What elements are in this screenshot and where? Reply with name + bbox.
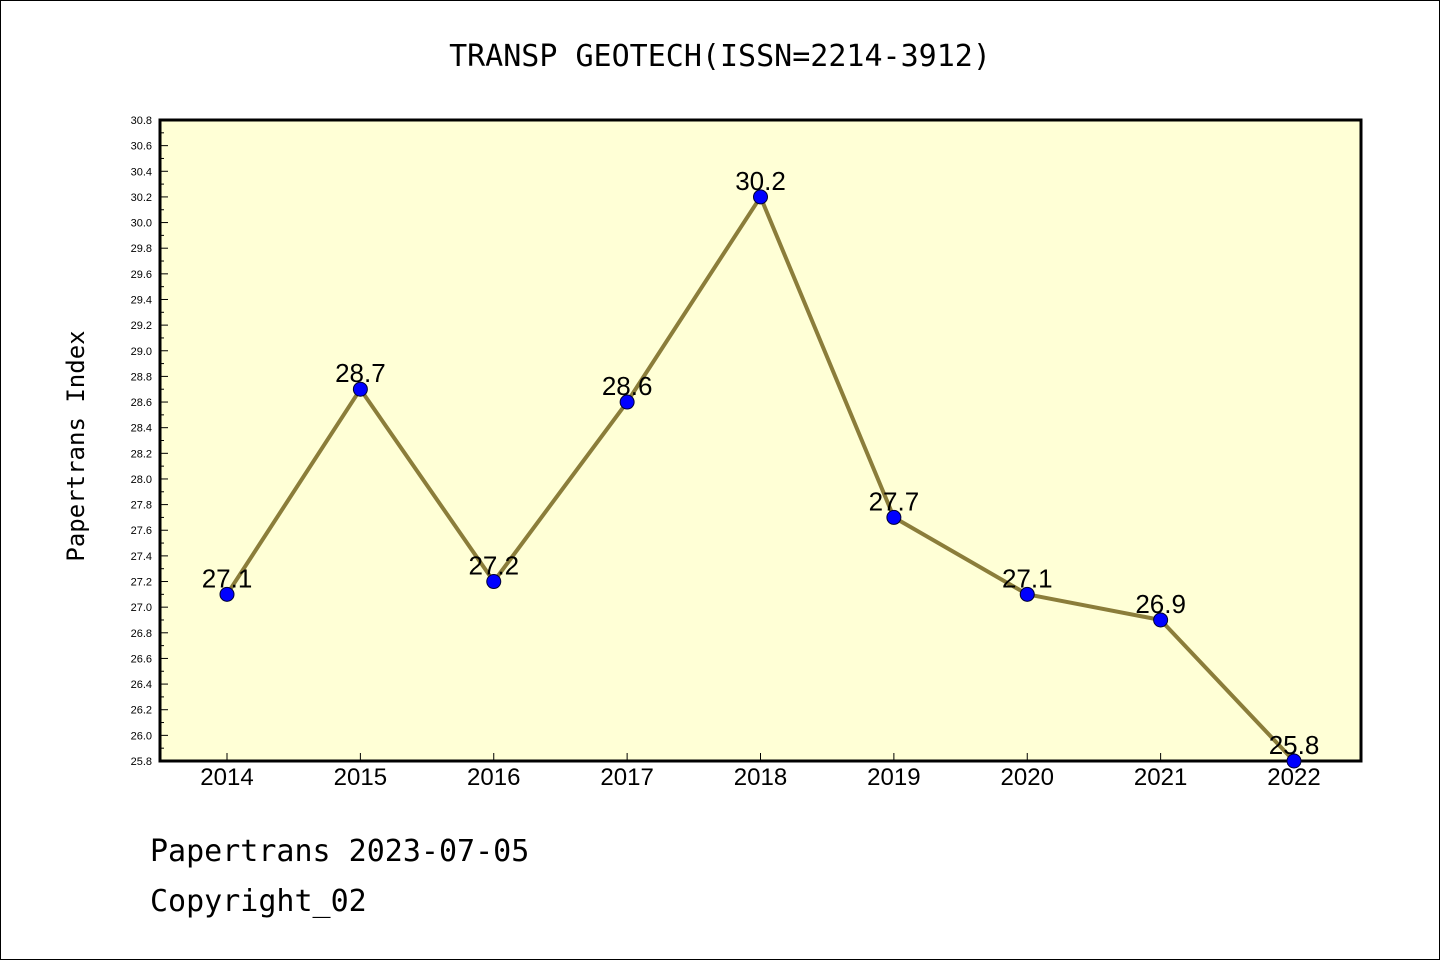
y-tick-label: 27.0 <box>131 602 152 614</box>
y-tick-label: 28.0 <box>131 474 152 486</box>
y-tick-label: 28.8 <box>131 371 152 383</box>
data-label: 28.6 <box>602 371 653 401</box>
data-label: 26.9 <box>1135 589 1186 619</box>
y-tick-label: 26.0 <box>131 730 152 742</box>
y-tick-label: 29.4 <box>131 294 152 306</box>
y-tick-label: 30.2 <box>131 192 152 204</box>
data-point <box>1019 586 1035 602</box>
y-tick-label: 29.0 <box>131 346 152 358</box>
y-tick-label: 26.4 <box>131 679 152 691</box>
y-tick-label: 30.6 <box>131 141 152 153</box>
y-tick-label: 28.4 <box>131 423 152 435</box>
data-label: 27.7 <box>869 486 920 516</box>
data-point <box>886 509 902 525</box>
data-point <box>1153 612 1169 628</box>
y-tick-label: 29.2 <box>131 320 152 332</box>
data-point <box>753 189 768 205</box>
data-label: 30.2 <box>735 166 786 196</box>
series-layer: 27.1 28.7 27.2 28.6 30.2 27.7 27.1 26.9 25.8 <box>202 166 1320 769</box>
data-label: 27.2 <box>468 551 519 581</box>
plot-area <box>158 118 1363 763</box>
x-tick-label: 2018 <box>734 764 787 791</box>
x-tick-label: 2016 <box>467 764 520 791</box>
y-tick-label: 30.8 <box>131 115 152 127</box>
x-tick-label: 2017 <box>600 764 653 791</box>
data-point <box>1286 753 1302 769</box>
y-axis-label: Papertrans Index <box>62 330 90 561</box>
x-tick-label: 2014 <box>200 764 253 791</box>
y-tick-label: 26.8 <box>131 628 152 640</box>
data-point <box>486 574 502 590</box>
data-label: 27.1 <box>202 563 253 593</box>
y-tick-label: 27.2 <box>131 577 152 589</box>
data-label: 25.8 <box>1269 730 1320 760</box>
y-tick-label: 30.4 <box>131 166 152 178</box>
x-tick-label: 2019 <box>867 764 920 791</box>
x-tick-label: 2020 <box>1001 764 1054 791</box>
y-tick-label: 30.0 <box>131 218 152 230</box>
y-tick-label: 27.6 <box>131 525 152 537</box>
x-axis-ticks: 2014 2015 2016 2017 2018 2019 2020 2021 2022 <box>200 753 1321 791</box>
footer-date: Papertrans 2023-07-05 <box>150 834 530 869</box>
data-point <box>352 381 368 397</box>
y-tick-label: 28.2 <box>131 448 152 460</box>
y-tick-label: 26.6 <box>131 653 152 665</box>
y-tick-label: 25.8 <box>131 756 152 768</box>
y-tick-label: 26.2 <box>131 705 152 717</box>
x-tick-label: 2021 <box>1134 764 1187 791</box>
footer-copyright: Copyright_02 <box>150 884 367 919</box>
chart-title: TRANSP GEOTECH(ISSN=2214-3912) <box>449 39 991 74</box>
y-tick-label: 29.8 <box>131 243 152 255</box>
y-tick-label: 27.8 <box>131 500 152 512</box>
data-point <box>219 586 235 602</box>
data-point <box>619 394 635 410</box>
y-tick-label: 27.4 <box>131 551 152 563</box>
y-tick-label: 29.6 <box>131 269 152 281</box>
y-tick-label: 28.6 <box>131 397 152 409</box>
y-axis-ticks: 25.8 26.0 26.2 26.4 26.6 26.8 27.0 27.2 27.4 27.6… <box>131 115 168 768</box>
x-tick-label: 2015 <box>334 764 387 791</box>
data-label: 27.1 <box>1002 563 1053 593</box>
data-label: 28.7 <box>335 358 386 388</box>
